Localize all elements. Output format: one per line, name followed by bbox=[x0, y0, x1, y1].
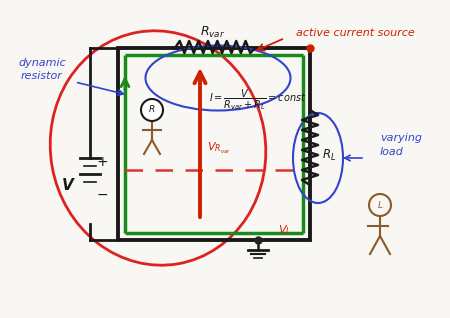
Text: $R_{var}$: $R_{var}$ bbox=[200, 24, 225, 39]
Text: $V_L$: $V_L$ bbox=[278, 223, 292, 237]
Text: $I = \dfrac{V}{R_{var}+R_L} = const$: $I = \dfrac{V}{R_{var}+R_L} = const$ bbox=[209, 87, 307, 113]
Text: varying
load: varying load bbox=[380, 133, 422, 156]
Text: $R_L$: $R_L$ bbox=[322, 148, 336, 162]
Text: +: + bbox=[96, 155, 108, 169]
Circle shape bbox=[141, 99, 163, 121]
Text: R: R bbox=[149, 106, 155, 114]
Text: −: − bbox=[96, 188, 108, 202]
Text: $V_{R_{var}}$: $V_{R_{var}}$ bbox=[207, 141, 231, 156]
Text: V: V bbox=[62, 177, 74, 192]
Text: dynamic
resistor: dynamic resistor bbox=[18, 58, 66, 81]
Text: L: L bbox=[378, 201, 382, 210]
Text: active current source: active current source bbox=[296, 28, 414, 38]
Bar bbox=[118, 48, 310, 240]
